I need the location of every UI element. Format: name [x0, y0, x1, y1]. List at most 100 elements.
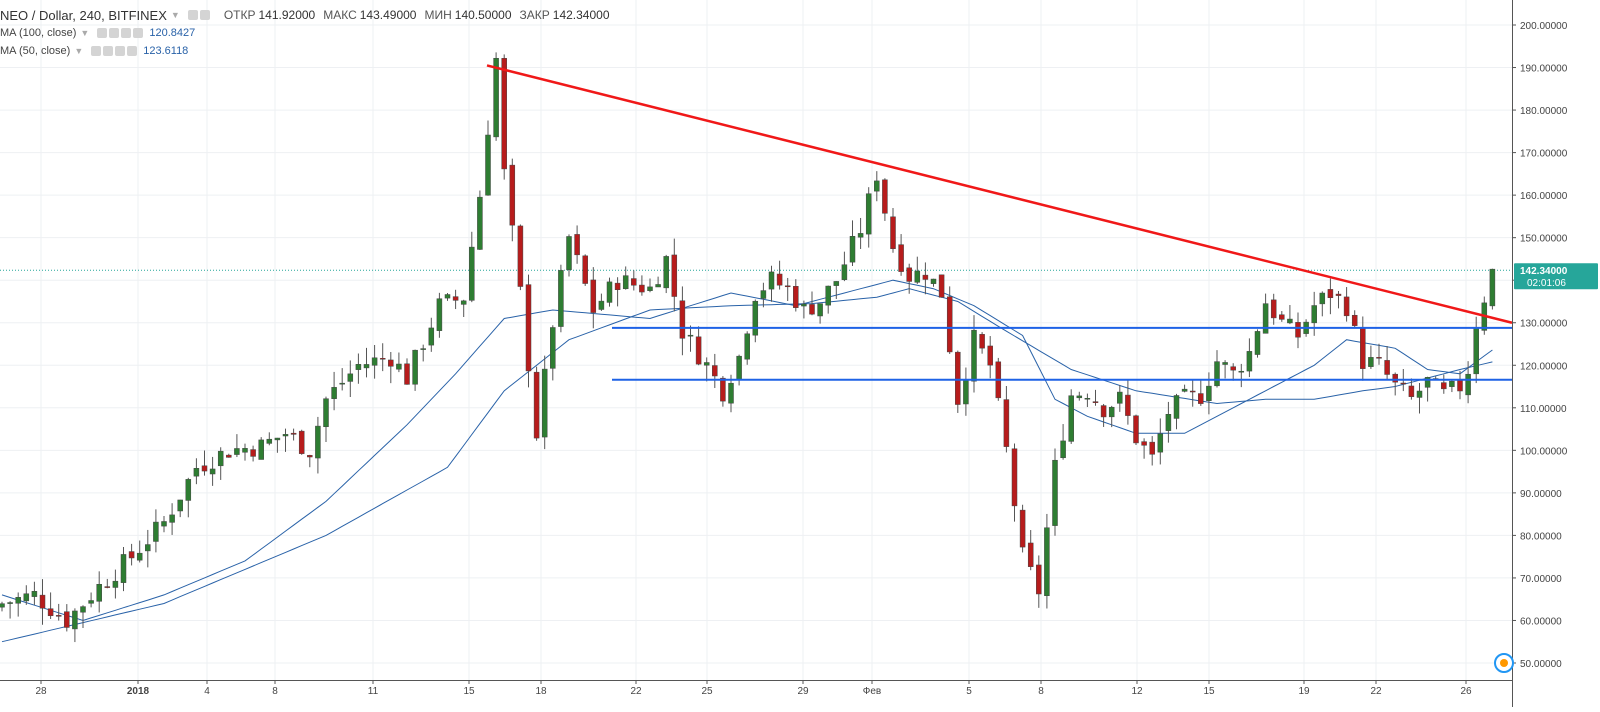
candle[interactable]: [209, 456, 216, 486]
candle[interactable]: [1011, 443, 1018, 522]
candle[interactable]: [420, 344, 426, 362]
candle[interactable]: [1068, 389, 1074, 444]
eye-icon[interactable]: [187, 10, 198, 20]
candle[interactable]: [809, 291, 815, 316]
candle[interactable]: [574, 225, 580, 264]
tradingview-logo-icon[interactable]: [1494, 653, 1514, 673]
candle[interactable]: [833, 281, 840, 300]
candle[interactable]: [363, 347, 370, 378]
candle[interactable]: [501, 54, 507, 180]
candle[interactable]: [720, 376, 726, 407]
trendline[interactable]: [486, 64, 1513, 324]
candle[interactable]: [955, 350, 961, 413]
candle[interactable]: [1408, 378, 1415, 400]
candle[interactable]: [412, 349, 418, 391]
candle[interactable]: [201, 450, 208, 476]
candle[interactable]: [1319, 291, 1326, 317]
candle[interactable]: [857, 217, 864, 249]
candle[interactable]: [914, 256, 921, 284]
candle[interactable]: [776, 260, 783, 290]
candle[interactable]: [525, 274, 532, 388]
candle[interactable]: [250, 445, 256, 462]
candle[interactable]: [825, 285, 831, 314]
candle[interactable]: [7, 601, 13, 619]
candle[interactable]: [185, 477, 192, 518]
candle[interactable]: [639, 275, 645, 296]
chevron-down-icon[interactable]: ▼: [80, 28, 90, 38]
candle[interactable]: [1457, 370, 1463, 400]
candle[interactable]: [582, 254, 588, 286]
candle[interactable]: [793, 279, 799, 312]
candle[interactable]: [865, 187, 872, 248]
candle[interactable]: [655, 276, 661, 288]
candle[interactable]: [1108, 405, 1115, 428]
candle[interactable]: [987, 336, 993, 379]
candle[interactable]: [849, 220, 856, 267]
candle[interactable]: [193, 458, 200, 485]
candle[interactable]: [1254, 329, 1261, 358]
candle[interactable]: [1181, 384, 1188, 393]
candle[interactable]: [590, 267, 597, 329]
candle[interactable]: [541, 355, 548, 450]
candle[interactable]: [444, 293, 451, 301]
candle[interactable]: [558, 264, 564, 333]
candle[interactable]: [1449, 379, 1455, 393]
candle[interactable]: [31, 581, 38, 605]
candle[interactable]: [890, 207, 896, 253]
candle[interactable]: [493, 52, 499, 141]
candle[interactable]: [1060, 424, 1066, 460]
eye-icon[interactable]: [97, 28, 108, 38]
candle[interactable]: [1246, 338, 1253, 378]
candle[interactable]: [728, 374, 734, 413]
plus-icon[interactable]: [115, 46, 126, 56]
candle[interactable]: [145, 529, 151, 568]
candle[interactable]: [1311, 291, 1317, 336]
candle[interactable]: [1416, 383, 1423, 414]
candle[interactable]: [817, 303, 823, 324]
candle[interactable]: [1489, 268, 1496, 310]
candle[interactable]: [744, 331, 750, 365]
candle[interactable]: [331, 371, 337, 411]
candle[interactable]: [598, 293, 605, 311]
ma100-legend-row[interactable]: MA (100, close) ▼ 120.8427: [0, 24, 610, 42]
candle[interactable]: [1279, 311, 1285, 322]
candle[interactable]: [355, 353, 362, 384]
candle[interactable]: [298, 429, 305, 455]
candle[interactable]: [930, 278, 937, 287]
candle[interactable]: [517, 224, 524, 291]
candle[interactable]: [1189, 379, 1196, 407]
candle[interactable]: [1424, 376, 1431, 402]
candle[interactable]: [436, 292, 443, 338]
close-icon[interactable]: [127, 46, 138, 56]
candle[interactable]: [647, 278, 653, 293]
candle[interactable]: [0, 601, 5, 612]
candle[interactable]: [1117, 385, 1123, 412]
candle[interactable]: [1036, 555, 1042, 608]
candle[interactable]: [258, 437, 264, 460]
candle[interactable]: [15, 592, 21, 617]
candle[interactable]: [1027, 530, 1034, 571]
candle[interactable]: [290, 428, 297, 441]
candle[interactable]: [388, 352, 394, 384]
candle[interactable]: [177, 499, 183, 518]
candle[interactable]: [1343, 287, 1350, 322]
candle[interactable]: [1198, 379, 1204, 406]
candle[interactable]: [1100, 403, 1107, 427]
candle[interactable]: [460, 299, 467, 318]
candle[interactable]: [23, 585, 30, 605]
candle[interactable]: [153, 509, 159, 553]
candle[interactable]: [1465, 361, 1471, 404]
candle[interactable]: [614, 277, 621, 307]
gear-icon[interactable]: [199, 10, 210, 20]
candle[interactable]: [274, 437, 281, 453]
candle[interactable]: [671, 238, 678, 312]
candle[interactable]: [946, 286, 953, 354]
candle[interactable]: [452, 289, 459, 310]
candle[interactable]: [404, 358, 410, 385]
chevron-down-icon[interactable]: ▼: [170, 10, 180, 20]
candle[interactable]: [1473, 316, 1479, 384]
candle[interactable]: [307, 454, 313, 468]
ma100-title[interactable]: MA (100, close): [0, 27, 77, 39]
